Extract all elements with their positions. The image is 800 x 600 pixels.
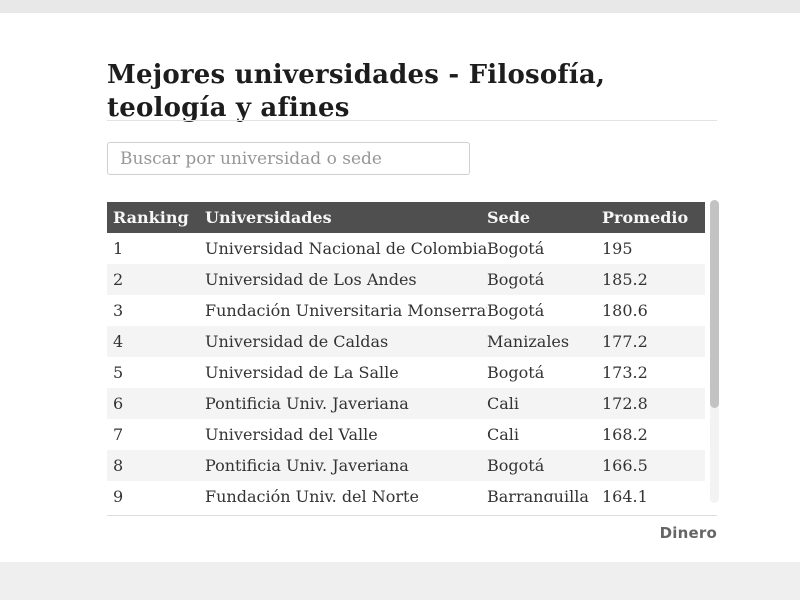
- cell-promedio: 185.2: [602, 270, 648, 289]
- cell-universidad: Fundación Univ. del Norte: [205, 487, 419, 502]
- cell-universidad: Pontificia Univ. Javeriana: [205, 456, 409, 475]
- table-row: 9 Fundación Univ. del Norte Barranquilla 16…: [107, 481, 705, 502]
- page-title: Mejores universidades - Filosofía, teolo…: [107, 60, 606, 123]
- bottom-edge-band: [0, 562, 800, 600]
- cell-ranking: 5: [113, 363, 124, 382]
- cell-ranking: 1: [113, 239, 124, 258]
- cell-universidad: Fundación Universitaria Monserrate: [205, 301, 487, 320]
- cell-universidad: Universidad del Valle: [205, 425, 378, 444]
- table-row: 1 Universidad Nacional de Colombia Bogotá 1…: [107, 233, 705, 264]
- top-edge-band: [0, 0, 800, 13]
- cell-universidad: Universidad de Caldas: [205, 332, 389, 351]
- cell-ranking: 7: [113, 425, 124, 444]
- ranking-table: Ranking Universidades Sede Promedio 1 Uni…: [107, 202, 705, 502]
- table-row: 6 Pontificia Univ. Javeriana Cali 172.8: [107, 388, 705, 419]
- cell-sede: Bogotá: [487, 456, 545, 475]
- cell-promedio: 195: [602, 239, 633, 258]
- cell-ranking: 3: [113, 301, 124, 320]
- cell-promedio: 166.5: [602, 456, 648, 475]
- cell-ranking: 9: [113, 487, 124, 502]
- cell-ranking: 4: [113, 332, 124, 351]
- cell-universidad: Universidad de Los Andes: [205, 270, 417, 289]
- cell-sede: Barranquilla: [487, 487, 589, 502]
- cell-ranking: 2: [113, 270, 124, 289]
- cell-ranking: 6: [113, 394, 124, 413]
- table-header-row: Ranking Universidades Sede Promedio: [107, 202, 705, 233]
- table-scrollbar-thumb[interactable]: [710, 200, 719, 408]
- cell-universidad: Universidad de La Salle: [205, 363, 399, 382]
- table-row: 3 Fundación Universitaria Monserrate Bogot…: [107, 295, 705, 326]
- cell-universidad: Pontificia Univ. Javeriana: [205, 394, 409, 413]
- column-header-universidades: Universidades: [205, 208, 332, 227]
- column-header-sede: Sede: [487, 208, 531, 227]
- table-row: 4 Universidad de Caldas Manizales 177.2: [107, 326, 705, 357]
- cell-sede: Cali: [487, 394, 520, 413]
- cell-promedio: 172.8: [602, 394, 648, 413]
- table-body: 1 Universidad Nacional de Colombia Bogotá 1…: [107, 233, 705, 502]
- table-row: 8 Pontificia Univ. Javeriana Bogotá 166.5: [107, 450, 705, 481]
- cell-sede: Cali: [487, 425, 520, 444]
- cell-sede: Manizales: [487, 332, 570, 351]
- table-row: 2 Universidad de Los Andes Bogotá 185.2: [107, 264, 705, 295]
- cell-promedio: 164.1: [602, 487, 648, 502]
- cell-promedio: 168.2: [602, 425, 648, 444]
- table-row: 5 Universidad de La Salle Bogotá 173.2: [107, 357, 705, 388]
- search-input[interactable]: [107, 142, 470, 175]
- cell-promedio: 177.2: [602, 332, 648, 351]
- table-row: 7 Universidad del Valle Cali 168.2: [107, 419, 705, 450]
- cell-sede: Bogotá: [487, 363, 545, 382]
- cell-universidad: Universidad Nacional de Colombia: [205, 239, 487, 258]
- dinero-logo: Dinero: [659, 524, 717, 542]
- cell-sede: Bogotá: [487, 270, 545, 289]
- footer-divider: [107, 515, 717, 516]
- title-divider: [107, 120, 717, 121]
- cell-sede: Bogotá: [487, 239, 545, 258]
- column-header-ranking: Ranking: [113, 208, 189, 227]
- cell-promedio: 180.6: [602, 301, 648, 320]
- cell-ranking: 8: [113, 456, 124, 475]
- cell-sede: Bogotá: [487, 301, 545, 320]
- column-header-promedio: Promedio: [602, 208, 689, 227]
- cell-promedio: 173.2: [602, 363, 648, 382]
